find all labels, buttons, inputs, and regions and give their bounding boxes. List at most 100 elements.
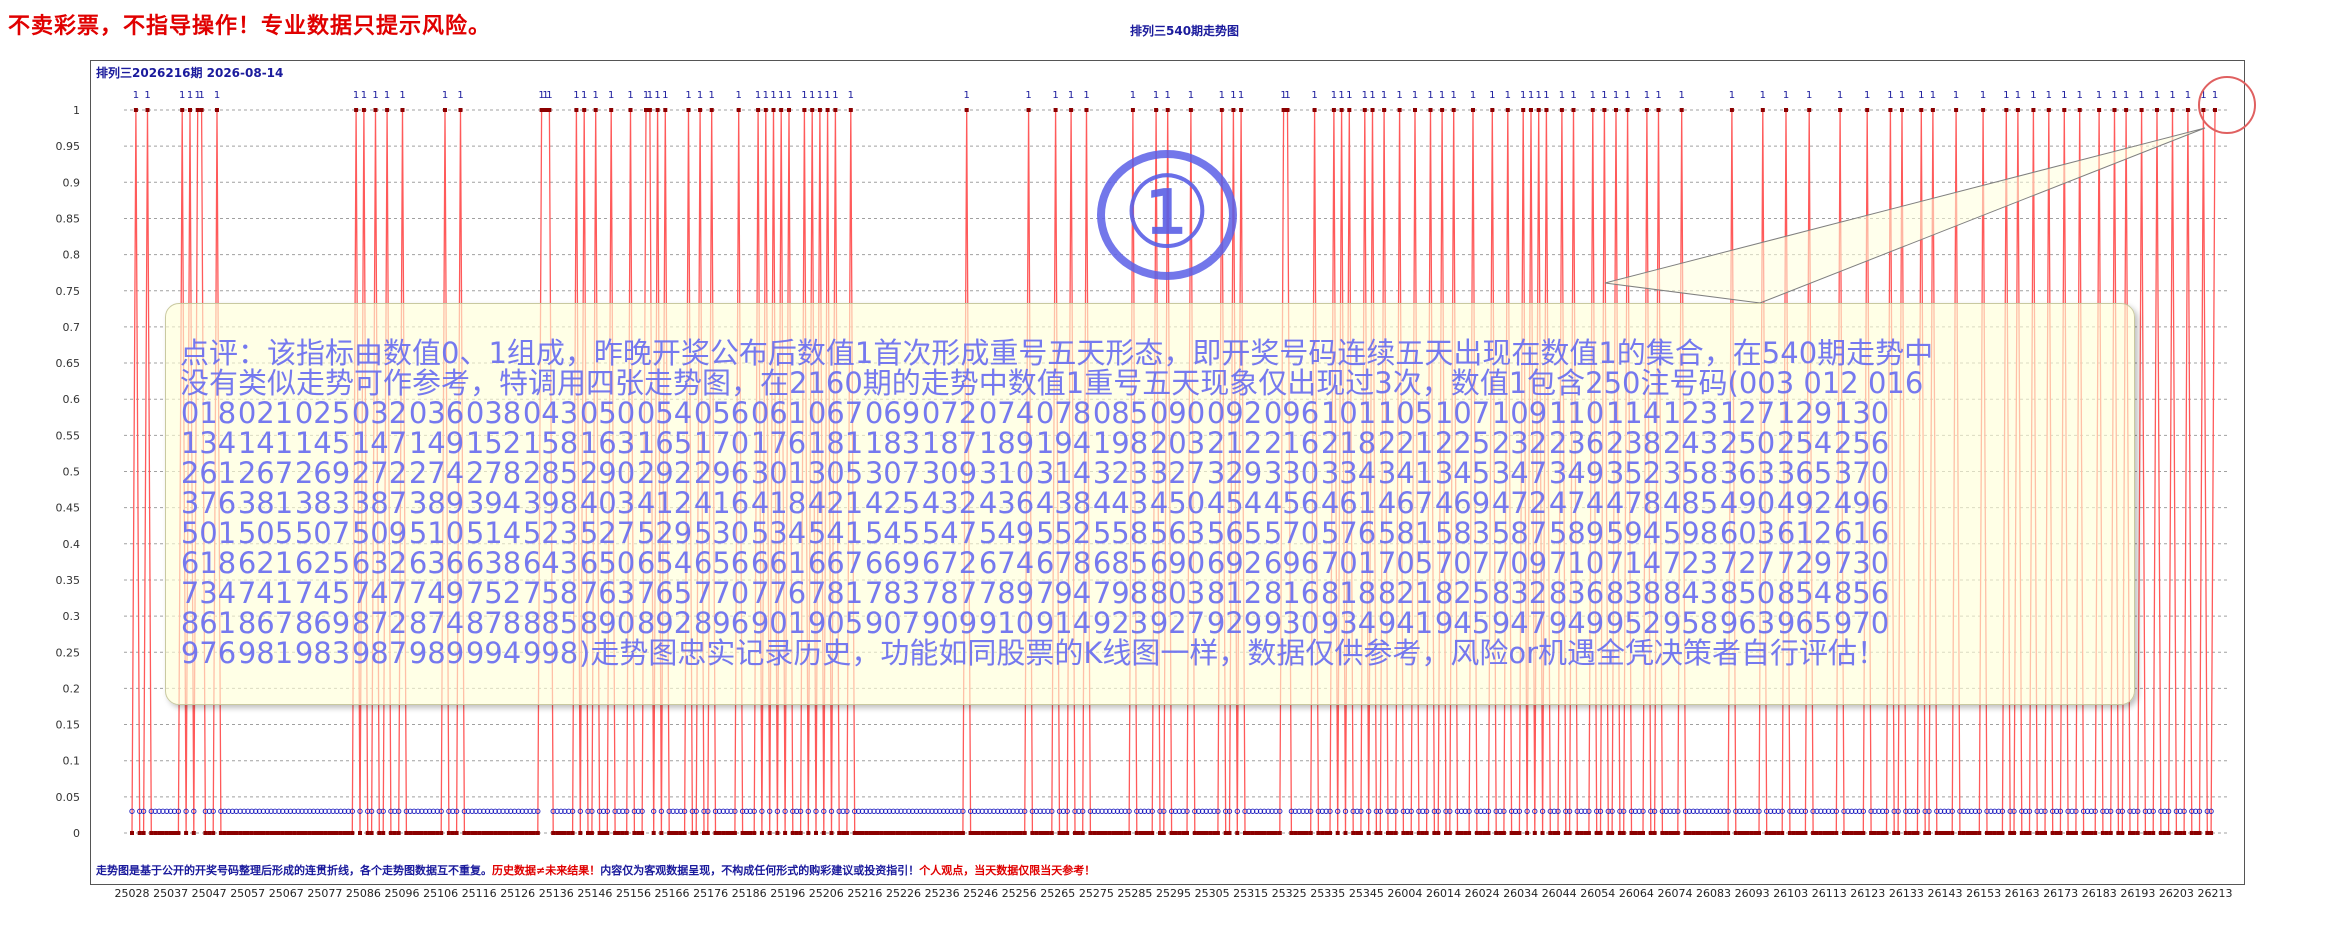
zero-marker xyxy=(971,808,978,814)
zero-point xyxy=(914,831,919,835)
zero-point xyxy=(2151,831,2156,835)
zero-marker xyxy=(508,808,514,814)
zero-marker xyxy=(1474,808,1480,814)
zero-point xyxy=(1192,831,1197,835)
x-tick-label: 26034 xyxy=(1503,887,1538,900)
x-tick-label: 25166 xyxy=(655,887,690,900)
value-label: 1 xyxy=(832,90,838,101)
value-label: 1 xyxy=(2015,90,2021,101)
zero-marker xyxy=(2069,808,2075,814)
zero-marker xyxy=(1350,808,1356,814)
lottery-number: 216 xyxy=(1263,426,1320,460)
zero-point xyxy=(1061,831,1066,835)
lottery-number: 232 xyxy=(1491,426,1548,460)
value-label: 1 xyxy=(697,90,703,101)
zero-point xyxy=(1416,831,1421,835)
zero-point xyxy=(2162,831,2167,835)
zero-marker xyxy=(589,808,595,814)
zero-marker xyxy=(2177,808,2183,814)
zero-point xyxy=(1946,831,1951,835)
zero-marker xyxy=(1373,808,1380,814)
zero-marker xyxy=(1022,808,1028,814)
zero-point xyxy=(945,831,950,835)
zero-point xyxy=(222,831,227,835)
zero-point xyxy=(2050,831,2055,835)
zero-marker xyxy=(229,808,236,814)
lottery-number: 787 xyxy=(921,576,978,610)
zero-marker xyxy=(1779,808,1785,814)
zero-point xyxy=(2182,831,2187,835)
value-label: 1 xyxy=(581,90,587,101)
zero-marker xyxy=(1269,808,1275,814)
one-point xyxy=(1521,108,1526,112)
lottery-number: 710 xyxy=(1548,546,1605,580)
zero-point xyxy=(1358,831,1363,835)
zero-marker xyxy=(2088,808,2094,814)
lottery-number: 690 xyxy=(1149,546,1206,580)
zero-point xyxy=(2158,831,2163,835)
lottery-number: 952 xyxy=(1605,606,1662,640)
zero-point xyxy=(284,831,289,835)
number-row: 976981983987989994998)走势图忠实记录历史，功能如同股票的K… xyxy=(180,638,2130,668)
zero-marker xyxy=(1416,808,1422,814)
one-point xyxy=(686,108,691,112)
zero-point xyxy=(1127,831,1132,835)
zero-marker xyxy=(511,808,518,814)
zero-point xyxy=(1629,831,1634,835)
zero-marker xyxy=(1910,808,1917,814)
zero-marker xyxy=(1447,808,1453,814)
zero-point xyxy=(454,831,459,835)
lottery-number: 565 xyxy=(1206,516,1263,550)
value-label: 1 xyxy=(1083,90,1089,101)
zero-marker xyxy=(991,808,997,814)
zero-point xyxy=(485,831,490,835)
zero-marker xyxy=(1076,808,1082,814)
lottery-number: 363 xyxy=(1719,456,1776,490)
one-point xyxy=(1729,108,1734,112)
zero-marker xyxy=(500,808,506,814)
zero-point xyxy=(1957,831,1962,835)
lottery-number: 425 xyxy=(864,486,921,520)
zero-point xyxy=(2000,831,2005,835)
zero-point xyxy=(1861,831,1866,835)
zero-marker xyxy=(1497,808,1503,814)
value-label: 1 xyxy=(1887,90,1893,101)
lottery-number: 621 xyxy=(237,546,294,580)
zero-marker xyxy=(658,808,665,814)
one-point xyxy=(825,108,830,112)
zero-marker xyxy=(268,808,274,814)
lottery-number: 983 xyxy=(294,636,351,670)
value-label: 1 xyxy=(1130,90,1136,101)
zero-marker xyxy=(902,808,908,814)
zero-point xyxy=(1749,831,1754,835)
lottery-number: 147 xyxy=(351,426,408,460)
zero-point xyxy=(891,831,896,835)
zero-marker xyxy=(840,808,846,814)
zero-marker xyxy=(1454,808,1461,814)
zero-marker xyxy=(596,808,603,814)
x-tick-label: 25186 xyxy=(732,887,767,900)
zero-point xyxy=(2143,831,2148,835)
zero-point xyxy=(1258,831,1263,835)
zero-point xyxy=(984,831,989,835)
lottery-number: 078 xyxy=(1035,396,1092,430)
lottery-number: 418 xyxy=(750,486,807,520)
zero-marker xyxy=(434,808,440,814)
zero-marker xyxy=(2104,808,2110,814)
lottery-number: 701 xyxy=(1320,546,1377,580)
zero-marker xyxy=(1033,808,1039,814)
one-point xyxy=(810,108,815,112)
x-tick-label: 25216 xyxy=(847,887,882,900)
zero-marker xyxy=(233,808,239,814)
zero-marker xyxy=(1273,808,1279,814)
zero-point xyxy=(238,831,243,835)
zero-point xyxy=(667,831,672,835)
lottery-number: 514 xyxy=(465,516,522,550)
zero-point xyxy=(1150,831,1155,835)
x-tick-label: 26064 xyxy=(1619,887,1654,900)
one-point xyxy=(2031,108,2036,112)
zero-point xyxy=(682,831,687,835)
lottery-number: 170 xyxy=(693,426,750,460)
x-tick-label: 25077 xyxy=(307,887,342,900)
value-label: 1 xyxy=(1624,90,1630,101)
